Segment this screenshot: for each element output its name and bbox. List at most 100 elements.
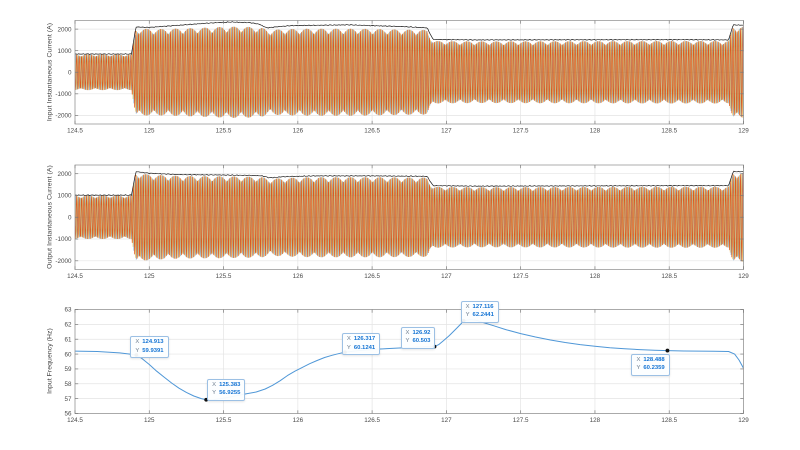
- datatip-row: X 124.913: [135, 338, 163, 347]
- datatip-2[interactable]: X 125.383 Y 56.9255: [207, 378, 246, 401]
- y-tick-label: 0: [68, 69, 72, 76]
- datatip-axis-letter: Y: [212, 390, 217, 397]
- datatip-value: 125.383: [219, 381, 241, 388]
- datatip-value: 60.2359: [643, 365, 665, 372]
- datatip-axis-letter: X: [135, 338, 140, 345]
- ylabel-input-instantaneous-current: Input Instantaneous Current (A): [46, 22, 54, 122]
- datatip-axis-letter: Y: [346, 344, 351, 351]
- ylabel-input-frequency: Input Frequency (Hz): [46, 328, 54, 394]
- x-tick-label: 125.5: [216, 273, 232, 280]
- datatip-value: 126.317: [353, 336, 376, 343]
- datatip-axis-letter: X: [405, 329, 410, 336]
- datatip-value: 60.1241: [353, 344, 376, 351]
- x-tick-label: 128: [590, 128, 601, 135]
- datatip-value: 59.9391: [142, 347, 164, 354]
- datatip-5[interactable]: X 127.116 Y 62.2441: [460, 300, 499, 323]
- datatip-value: 62.2441: [472, 312, 494, 319]
- datatip-6[interactable]: X 128.488 Y 60.2359: [631, 353, 670, 376]
- datatip-marker[interactable]: [665, 348, 670, 353]
- x-tick-label: 125: [144, 273, 155, 280]
- ylabel-output-instantaneous-current: Output Instantaneous Current (A): [46, 165, 54, 269]
- waveform-phase-3: [75, 172, 744, 262]
- x-tick-label: 126: [293, 417, 304, 424]
- y-tick-label: 59: [64, 366, 72, 373]
- datatip-1[interactable]: X 124.913 Y 59.9391: [130, 335, 169, 359]
- datatip-row: X 126.317: [347, 335, 375, 344]
- x-tick-label: 127: [441, 128, 452, 135]
- x-tick-label: 128.5: [661, 417, 677, 424]
- waveform-phase-2: [75, 173, 744, 262]
- datatip-3[interactable]: X 126.317 Y 60.1241: [341, 333, 381, 356]
- x-tick-label: 129: [738, 128, 749, 135]
- axis-box-input-frequency: [74, 309, 744, 414]
- x-tick-label: 125: [144, 128, 155, 135]
- datatip-value: 56.9255: [219, 390, 241, 397]
- y-tick-label: -2000: [55, 113, 72, 120]
- datatip-row: Y 60.503: [406, 337, 431, 346]
- datatip-value: 126.92: [412, 329, 431, 336]
- y-tick-label: 56: [64, 411, 72, 418]
- x-tick-label: 127.5: [513, 273, 529, 280]
- peak-envelope-trace: [75, 21, 744, 55]
- x-tick-label: 125.5: [216, 128, 232, 135]
- datatip-axis-letter: Y: [405, 338, 410, 345]
- x-tick-label: 128: [590, 417, 601, 424]
- x-tick-label: 125: [144, 417, 155, 424]
- datatip-row: Y 62.2441: [466, 311, 494, 320]
- x-tick-label: 124.5: [67, 417, 83, 424]
- y-tick-label: 57: [64, 396, 72, 403]
- x-tick-label: 127: [441, 273, 452, 280]
- x-tick-label: 126.5: [364, 417, 380, 424]
- x-tick-label: 124.5: [67, 128, 83, 135]
- datatip-row: Y 56.9255: [212, 389, 240, 398]
- y-tick-label: 60: [64, 351, 72, 358]
- x-tick-label: 128.5: [661, 273, 677, 280]
- y-tick-label: 1000: [57, 193, 72, 200]
- datatip-axis-letter: X: [636, 356, 641, 363]
- datatip-axis-letter: Y: [636, 365, 641, 372]
- datatip-row: X 128.488: [636, 356, 664, 365]
- x-tick-label: 129: [738, 273, 749, 280]
- y-tick-label: 58: [64, 381, 72, 388]
- x-tick-label: 127.5: [513, 417, 529, 424]
- y-tick-label: 63: [64, 307, 72, 314]
- datatip-row: Y 60.1241: [347, 344, 375, 353]
- waveform-phase-2: [75, 26, 744, 118]
- peak-envelope-trace: [75, 170, 744, 196]
- waveform-phase-3: [75, 26, 744, 118]
- datatip-row: Y 59.9391: [135, 347, 163, 356]
- x-tick-label: 126.5: [364, 273, 380, 280]
- datatip-row: X 127.116: [466, 303, 494, 312]
- datatip-row: X 126.92: [406, 329, 431, 338]
- datatip-value: 60.503: [412, 338, 431, 345]
- datatip-axis-letter: X: [465, 303, 470, 310]
- x-tick-label: 126.5: [364, 128, 380, 135]
- x-tick-label: 127: [441, 417, 452, 424]
- datatip-axis-letter: X: [346, 336, 351, 343]
- datatip-marker[interactable]: [204, 397, 209, 402]
- x-tick-label: 126: [293, 273, 304, 280]
- datatip-4[interactable]: X 126.92 Y 60.503: [400, 326, 436, 349]
- datatip-row: X 125.383: [212, 381, 240, 390]
- x-tick-label: 124.5: [67, 273, 83, 280]
- datatip-row: Y 60.2359: [636, 364, 664, 373]
- y-tick-label: -1000: [55, 236, 72, 243]
- x-tick-label: 125.5: [216, 417, 232, 424]
- x-tick-label: 129: [738, 417, 749, 424]
- y-tick-label: -1000: [55, 91, 72, 98]
- datatip-axis-letter: Y: [465, 312, 470, 319]
- datatip-value: 124.913: [142, 338, 164, 345]
- datatip-axis-letter: Y: [135, 347, 140, 354]
- y-tick-label: 61: [64, 336, 72, 343]
- y-tick-label: 2000: [57, 171, 72, 178]
- x-tick-label: 128.5: [661, 128, 677, 135]
- y-tick-label: -2000: [55, 258, 72, 265]
- x-tick-label: 126: [293, 128, 304, 135]
- datatip-value: 127.116: [472, 303, 494, 310]
- y-tick-label: 1000: [57, 48, 72, 55]
- x-tick-label: 128: [590, 273, 601, 280]
- y-tick-label: 0: [68, 214, 72, 221]
- datatip-axis-letter: X: [212, 381, 217, 388]
